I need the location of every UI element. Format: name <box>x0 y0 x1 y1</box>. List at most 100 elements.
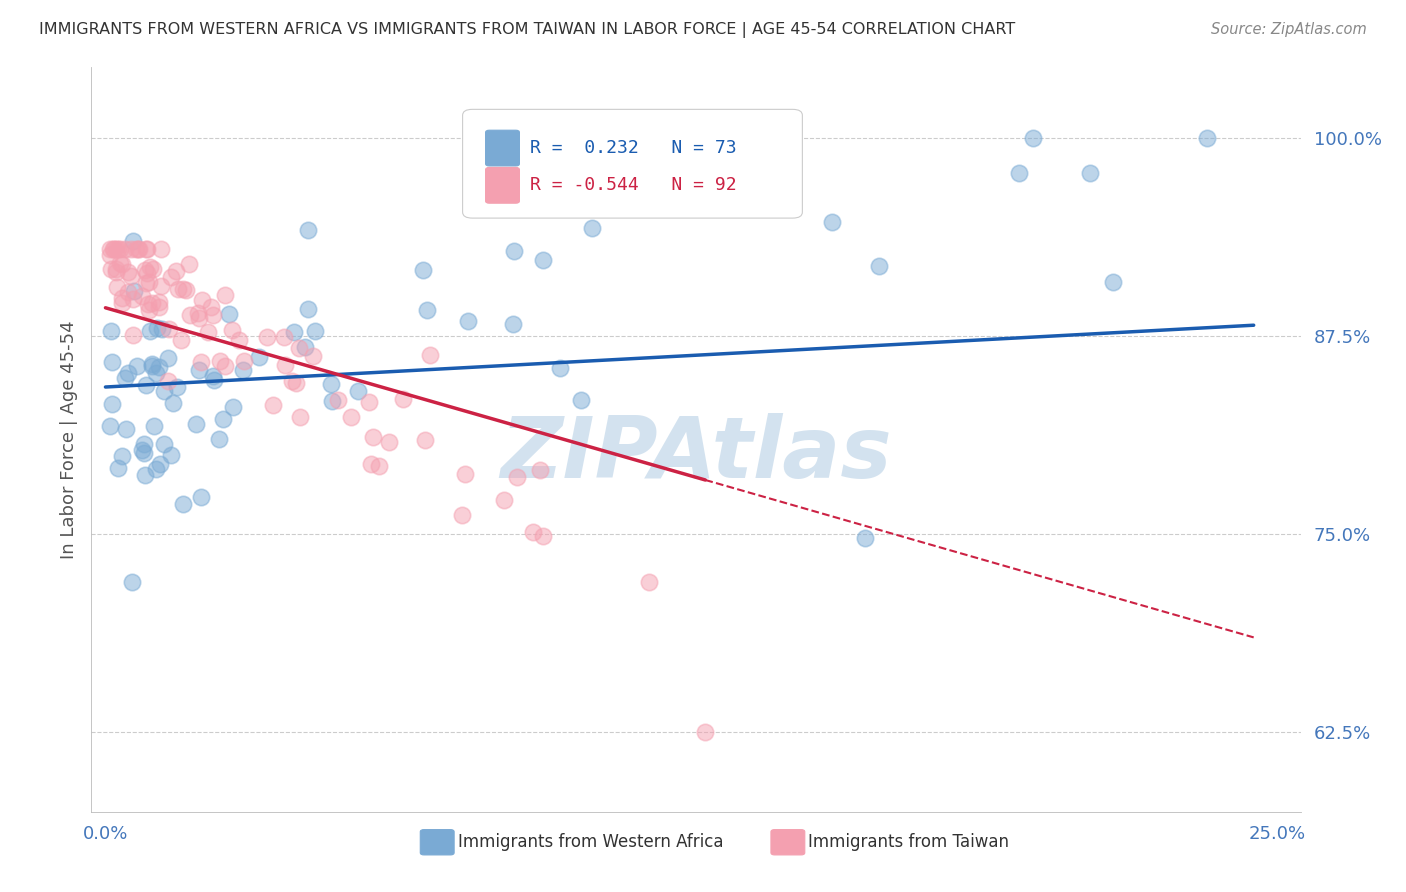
Point <box>127 242 149 256</box>
Point <box>148 300 170 314</box>
Point <box>134 468 156 483</box>
Point <box>139 324 162 338</box>
Point <box>121 574 143 589</box>
Point <box>141 295 163 310</box>
Point <box>281 374 304 388</box>
Point <box>695 725 717 739</box>
Point <box>1008 166 1031 180</box>
Point <box>214 359 236 374</box>
Point <box>134 263 156 277</box>
Point <box>294 340 316 354</box>
Point <box>378 434 401 449</box>
Point <box>107 242 129 256</box>
Point <box>283 326 305 340</box>
Point <box>1078 167 1101 181</box>
Point <box>111 257 134 271</box>
Point <box>114 422 136 436</box>
Point <box>145 462 167 476</box>
Point <box>135 276 157 290</box>
Point <box>637 574 659 589</box>
Point <box>138 302 160 317</box>
Point <box>200 300 222 314</box>
Point <box>339 410 361 425</box>
FancyBboxPatch shape <box>485 168 519 203</box>
Point <box>121 234 143 248</box>
Point <box>297 223 319 237</box>
Point <box>141 359 163 373</box>
Point <box>165 264 187 278</box>
Point <box>170 333 193 347</box>
Point <box>135 242 157 256</box>
Point <box>359 394 381 409</box>
Point <box>159 448 181 462</box>
Point <box>98 418 121 433</box>
Point <box>98 248 121 262</box>
Point <box>454 467 477 482</box>
Point <box>127 359 149 374</box>
FancyBboxPatch shape <box>485 130 519 166</box>
Point <box>187 363 209 377</box>
Point <box>202 373 225 387</box>
Point <box>117 285 139 300</box>
Point <box>228 333 250 347</box>
Point <box>321 376 343 391</box>
Point <box>98 242 121 256</box>
Point <box>153 384 176 398</box>
Point <box>150 242 173 256</box>
Point <box>131 289 153 303</box>
Point <box>274 358 297 372</box>
Point <box>197 325 219 339</box>
Point <box>416 303 439 318</box>
Point <box>153 437 176 451</box>
Point <box>419 348 441 362</box>
Point <box>103 242 125 256</box>
Point <box>347 384 370 399</box>
FancyBboxPatch shape <box>770 830 804 855</box>
Point <box>1102 275 1125 289</box>
Point <box>174 283 197 297</box>
Text: Source: ZipAtlas.com: Source: ZipAtlas.com <box>1211 22 1367 37</box>
Point <box>232 362 254 376</box>
Point <box>143 419 166 434</box>
Point <box>191 293 214 307</box>
Point <box>136 297 159 311</box>
Point <box>214 287 236 301</box>
Point <box>179 308 201 322</box>
Point <box>166 380 188 394</box>
Point <box>287 341 309 355</box>
Point <box>868 259 890 273</box>
Point <box>110 292 132 306</box>
Point <box>148 360 170 375</box>
Point <box>114 370 136 384</box>
Point <box>569 392 592 407</box>
Point <box>190 354 212 368</box>
Point <box>222 400 245 414</box>
FancyBboxPatch shape <box>420 830 454 855</box>
Point <box>184 417 207 432</box>
Point <box>187 306 209 320</box>
Point <box>145 367 167 381</box>
Point <box>107 461 129 475</box>
Point <box>529 463 551 477</box>
Point <box>450 508 472 522</box>
Point <box>247 350 270 364</box>
Point <box>821 215 844 229</box>
Point <box>141 357 163 371</box>
Point <box>159 322 181 336</box>
Point <box>1195 131 1218 145</box>
Point <box>124 242 146 256</box>
Point <box>326 393 349 408</box>
Point <box>120 242 142 256</box>
Point <box>160 270 183 285</box>
Point <box>114 242 136 256</box>
Point <box>360 458 382 472</box>
Point <box>111 450 134 464</box>
Point <box>135 242 157 256</box>
Point <box>150 322 173 336</box>
Point <box>187 311 209 326</box>
Point <box>413 433 436 447</box>
Point <box>117 265 139 279</box>
Point <box>105 262 128 277</box>
FancyBboxPatch shape <box>463 110 803 219</box>
Point <box>211 412 233 426</box>
